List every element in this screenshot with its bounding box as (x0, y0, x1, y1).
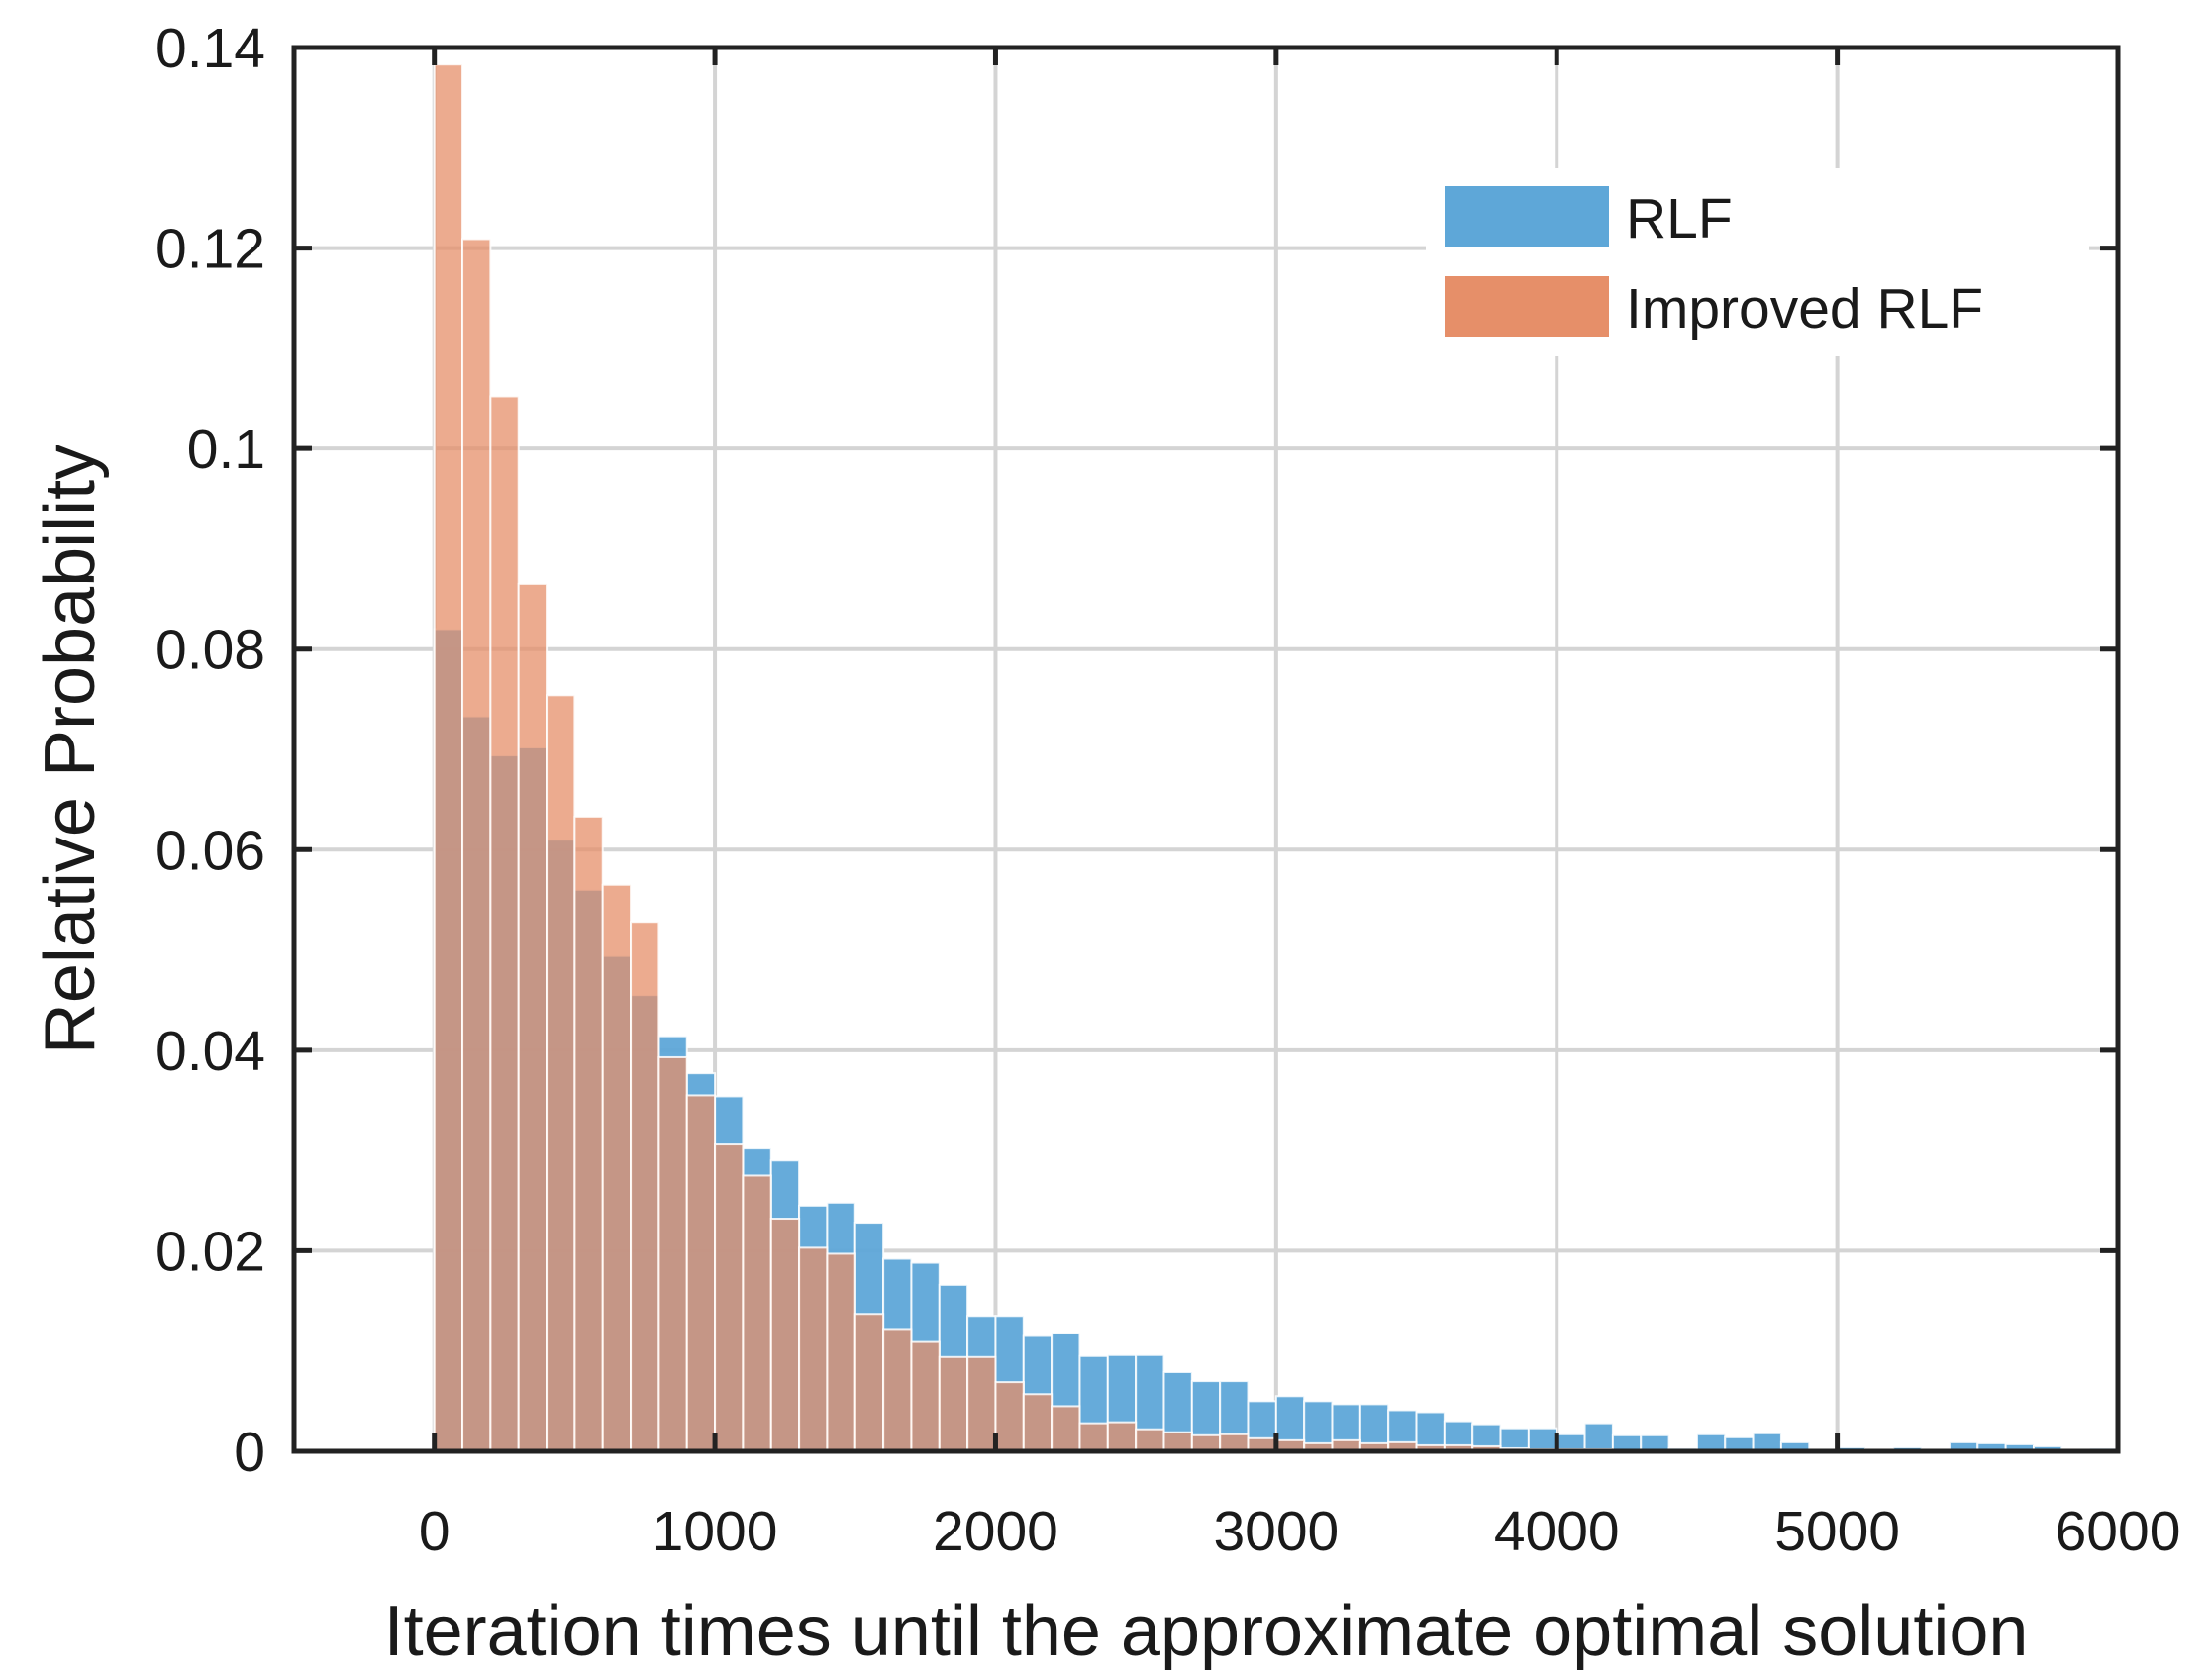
legend: RLF Improved RLF (1426, 168, 2089, 356)
y-tick-label: 0.04 (155, 1020, 265, 1083)
y-tick-label: 0.06 (155, 819, 265, 882)
improved-rlf-bar (826, 1252, 856, 1453)
improved-rlf-bar (630, 921, 660, 1452)
y-tick-label: 0.08 (155, 619, 265, 682)
legend-label-improved-rlf: Improved RLF (1626, 277, 1983, 341)
x-tick-label: 4000 (1494, 1500, 1620, 1563)
improved-rlf-bar (517, 582, 549, 1452)
improved-rlf-bar (657, 1055, 688, 1452)
rlf-bar (1752, 1432, 1782, 1452)
improved-rlf-bar (1162, 1431, 1193, 1453)
improved-rlf-bar (685, 1094, 717, 1452)
x-tick-label: 1000 (653, 1500, 778, 1563)
improved-rlf-bar (433, 63, 464, 1452)
rlf-bar (1527, 1427, 1558, 1453)
improved-rlf-bar (910, 1340, 941, 1452)
improved-rlf-bar (742, 1174, 772, 1452)
improved-rlf-bar (882, 1328, 913, 1452)
improved-rlf-bar (714, 1143, 745, 1452)
plot-frame (291, 45, 2121, 1454)
improved-rlf-bar (769, 1218, 801, 1452)
improved-rlf-bar (1135, 1428, 1165, 1453)
x-tick-label: 5000 (1774, 1500, 1900, 1563)
x-tick-label: 3000 (1213, 1500, 1339, 1563)
improved-rlf-bar (489, 395, 520, 1453)
y-axis-label: Relative Probability (31, 445, 110, 1054)
improved-rlf-bar (1051, 1405, 1081, 1452)
x-tick-label: 2000 (933, 1500, 1058, 1563)
legend-swatch-rlf (1443, 184, 1611, 248)
y-tick-label: 0 (234, 1421, 265, 1484)
legend-swatch-improved-rlf (1443, 274, 1611, 339)
improved-rlf-bar (1022, 1393, 1054, 1452)
x-tick-label: 0 (419, 1500, 451, 1563)
improved-rlf-bar (573, 815, 604, 1452)
improved-rlf-bar (853, 1313, 885, 1452)
improved-rlf-bar (546, 694, 576, 1452)
legend-label-rlf: RLF (1626, 187, 1733, 250)
improved-rlf-bar (601, 883, 633, 1452)
y-tick-label: 0.02 (155, 1220, 265, 1283)
rlf-bar (1695, 1433, 1727, 1452)
tick-labels: 0 1000 2000 3000 4000 5000 6000 0 0.02 0.04 0.06 0.… (155, 17, 2180, 1563)
x-axis-label: Iteration times until the approximate op… (384, 1592, 2029, 1671)
improved-rlf-bar (1219, 1433, 1250, 1452)
improved-rlf-bar (966, 1355, 997, 1452)
y-tick-label: 0.1 (187, 418, 265, 481)
y-tick-label: 0.14 (155, 17, 265, 80)
improved-rlf-bar (798, 1246, 829, 1453)
improved-rlf-bar (994, 1381, 1025, 1453)
y-tick-label: 0.12 (155, 218, 265, 281)
improved-rlf-bar (461, 238, 492, 1453)
rlf-bar (1583, 1422, 1614, 1453)
x-tick-label: 6000 (2056, 1500, 2181, 1563)
improved-rlf-bar (938, 1355, 969, 1452)
improved-rlf-bar (1106, 1421, 1138, 1453)
series-improved-rlf (433, 63, 1755, 1453)
improved-rlf-bar (1078, 1422, 1109, 1453)
